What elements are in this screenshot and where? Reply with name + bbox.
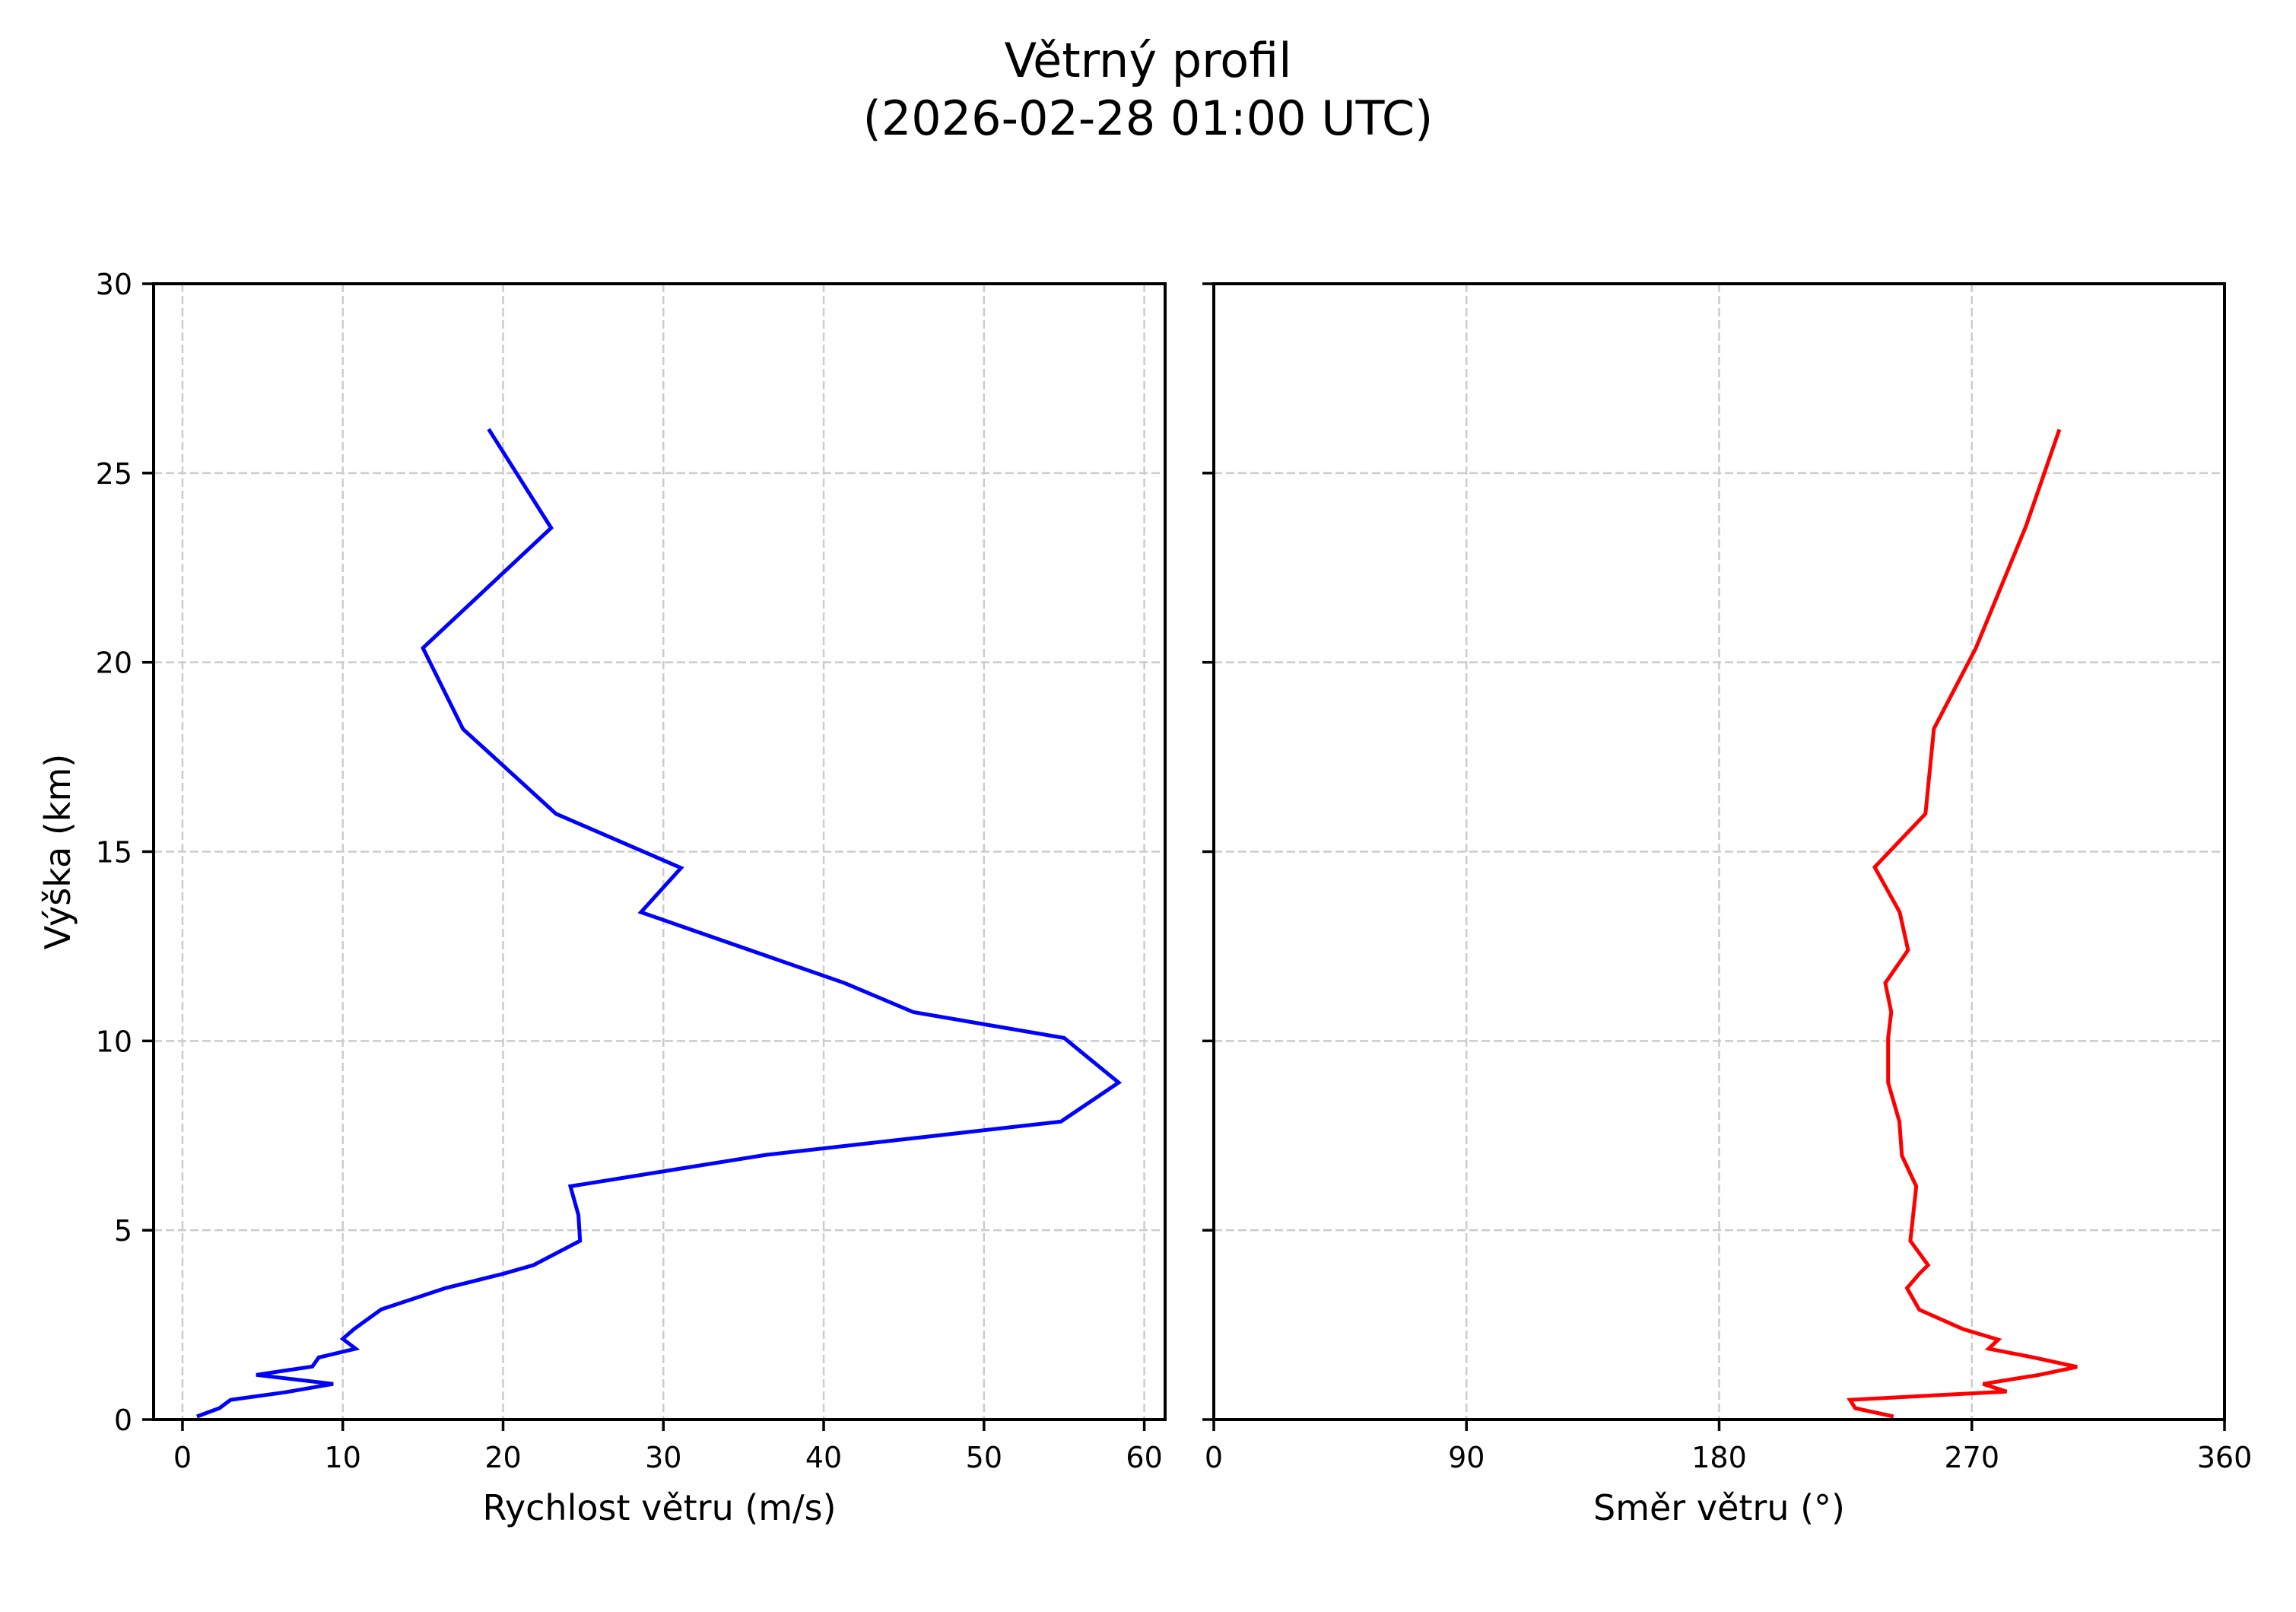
x-tick-label: 270 [1944,1441,1999,1474]
y-tick-label: 20 [96,647,132,680]
x-tick-label: 20 [484,1441,521,1474]
wind-direction-panel: 0 90 180 270 360 Směr větru (°) [1202,282,2253,1528]
x-tick-label: 0 [1205,1441,1223,1474]
wind-direction-line [1847,428,2078,1419]
x-axis-label: Rychlost větru (m/s) [482,1487,836,1528]
wind-speed-panel: 0 10 20 30 40 50 60 0 5 10 15 20 25 30 Rychlost větru … [37,268,1167,1528]
x-tick-label: 10 [325,1441,361,1474]
x-tick-label: 90 [1448,1441,1485,1474]
x-tick-label: 0 [173,1441,192,1474]
y-tick-label: 30 [96,268,132,301]
y-tick-label: 0 [114,1404,132,1437]
y-tick-label: 5 [114,1214,132,1248]
x-tick-label: 360 [2197,1441,2253,1474]
x-axis-label: Směr větru (°) [1593,1487,1845,1528]
title-line-2: (2026-02-28 01:00 UTC) [862,91,1434,146]
y-tick-label: 25 [96,457,132,491]
x-tick-label: 30 [645,1441,681,1474]
x-tick-label: 60 [1126,1441,1162,1474]
figure-title: Větrný profil (2026-02-28 01:00 UTC) [0,32,2296,148]
x-tick-label: 180 [1691,1441,1747,1474]
wind-speed-line [196,428,1123,1419]
title-line-1: Větrný profil [1004,33,1292,88]
x-tick-label: 40 [805,1441,842,1474]
y-axis-label: Výška (km) [37,754,78,949]
x-tick-label: 50 [966,1441,1002,1474]
y-tick-label: 15 [96,836,132,870]
y-tick-label: 10 [96,1025,132,1058]
